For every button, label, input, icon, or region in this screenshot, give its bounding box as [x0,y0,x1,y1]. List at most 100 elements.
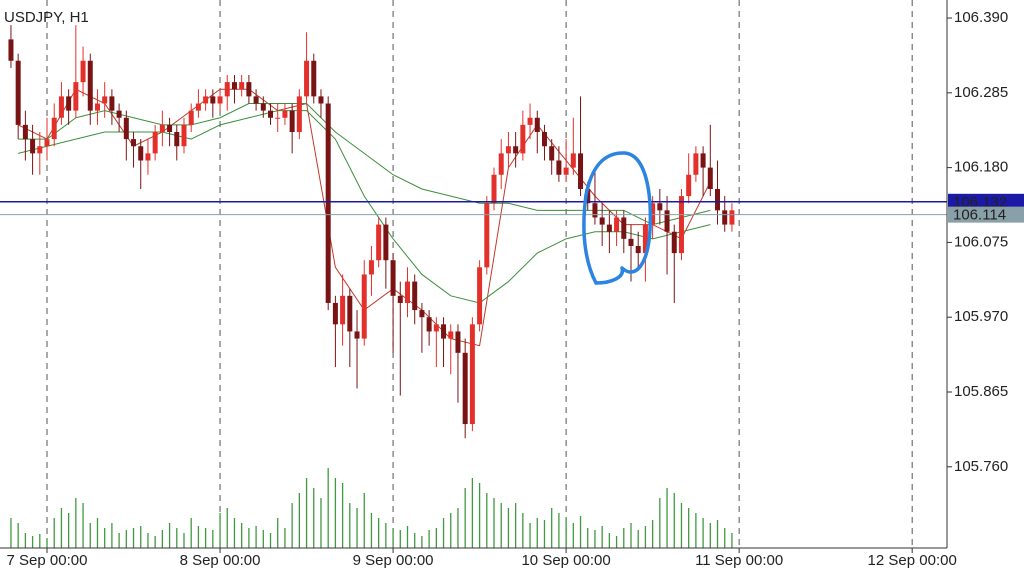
candle-body [8,39,14,61]
price-label-box [948,193,1024,210]
candle-body [621,217,627,239]
candle-body [22,124,28,140]
candle-body [304,60,310,97]
candle-body [282,110,288,118]
candle-body [123,117,129,140]
candle-body [606,224,612,232]
candle-body [340,295,346,325]
candle-body [628,238,634,246]
candle-body [217,96,223,104]
candle-body [58,96,64,118]
candle-body [498,153,504,175]
y-tick-label: 105.865 [954,383,1008,400]
candle-body [448,331,454,339]
candle-body [138,146,144,161]
candle-body [426,317,432,332]
candle-body [37,146,43,154]
candle-body [311,60,317,97]
candle-body [174,131,180,147]
candle-body [671,231,677,254]
x-tick-label: 9 Sep 00:00 [353,552,434,569]
candle-body [570,153,576,168]
price-label-box [948,206,1024,223]
candle-body [368,260,374,275]
x-tick-label: 8 Sep 00:00 [180,552,261,569]
candle-body [541,131,547,147]
candle-body [534,117,540,132]
candle-body [477,267,483,325]
candle-body [419,310,425,318]
candle-body [15,60,21,125]
candle-body [159,124,165,132]
candle-body [650,203,656,225]
candle-body [686,174,692,197]
x-tick-label: 10 Sep 00:00 [521,552,610,569]
candle-body [131,139,137,147]
candle-body [246,82,252,97]
candle-body [231,82,237,90]
candle-body [635,245,641,254]
y-tick-label: 106.075 [954,233,1008,250]
candle-body [44,139,50,147]
candle-body [66,96,72,111]
candle-body [239,82,245,90]
candle-body [484,203,490,268]
candle-body [441,324,447,339]
candle-body [73,82,79,111]
candle-body [556,160,562,175]
candle-body [397,295,403,303]
candle-body [563,167,569,175]
candle-body [599,217,605,225]
x-tick-label: 12 Sep 00:00 [868,552,957,569]
price-label: 106.114 [953,207,1006,224]
candle-body [102,96,108,104]
candle-body [30,139,36,154]
candle-body [203,96,209,104]
candle-body [260,103,266,111]
candle-body [332,302,338,325]
candle-body [390,260,396,296]
candle-body [51,117,57,140]
candle-body [505,146,511,154]
candle-body [693,153,699,175]
candle-body [354,331,360,339]
candle-body [664,210,670,232]
candle-body [87,60,93,111]
candle-body [347,295,353,332]
candle-body [376,224,382,261]
candle-body [94,103,100,111]
candle-body [195,103,201,111]
candle-body [715,188,721,211]
candle-body [412,281,418,311]
candle-body [210,96,216,104]
chart-title: USDJPY, H1 [4,9,89,26]
candle-body [657,203,663,211]
candle-body [275,117,281,119]
candle-body [145,153,151,161]
candle-body [455,331,461,353]
candle-body [268,110,274,118]
candle-body [253,96,259,104]
candle-body [188,110,194,125]
y-tick-label: 105.970 [954,308,1008,325]
candle-body [707,167,713,189]
candle-body [318,96,324,104]
candle-body [527,117,533,125]
x-tick-label: 11 Sep 00:00 [695,552,783,569]
candle-body [549,146,555,161]
candle-body [585,188,591,204]
candle-body [289,110,295,132]
hand-drawn-annotation [582,151,653,285]
candle-body [116,110,122,118]
candle-body [520,124,526,154]
candle-body [296,96,302,132]
candle-body [109,96,115,111]
candle-body [642,224,648,254]
candle-body [678,196,684,254]
candle-body [181,124,187,147]
candle-body [729,210,735,225]
y-tick-label: 106.180 [954,159,1008,176]
candle-body [462,352,468,425]
plot-area [0,0,947,548]
